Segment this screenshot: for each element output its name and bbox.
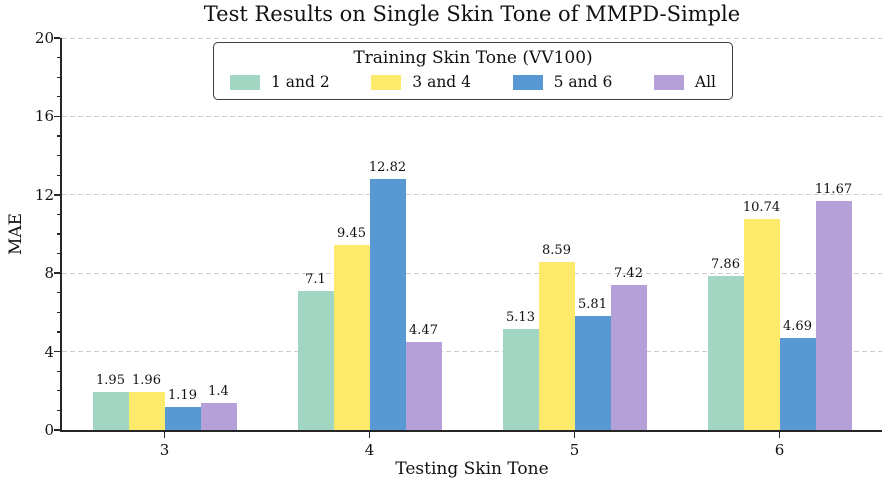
y-minor-tick (56, 331, 60, 333)
y-minor-tick (56, 252, 60, 255)
bar (200, 402, 237, 430)
y-minor-tick (56, 213, 60, 216)
bar (707, 275, 744, 430)
bar-value-label: 7.86 (711, 256, 740, 272)
x-axis-label: Testing Skin Tone (395, 459, 549, 479)
plot-area: 0 4 8 12 16 20 3 1.95 1.96 1.19 1.4 4 7.1 9.45 12.82 4.… (35, 29, 882, 459)
x-tick (368, 432, 371, 438)
bar (779, 338, 816, 430)
bar (610, 284, 647, 430)
legend-swatch (371, 74, 402, 90)
grid-line (62, 115, 882, 117)
y-minor-tick (56, 370, 60, 372)
legend-item-label: 5 and 6 (553, 73, 613, 91)
bar-value-label: 5.81 (578, 297, 607, 313)
bar-value-label: 1.19 (168, 387, 197, 403)
bar-value-label: 7.42 (614, 265, 643, 281)
bar-value-label: 1.96 (132, 372, 161, 388)
y-tick (54, 37, 60, 39)
bar-value-label: 9.45 (337, 225, 366, 241)
y-tick-label: 8 (44, 264, 54, 283)
bar-value-label: 12.82 (368, 159, 407, 175)
y-tick (54, 272, 60, 274)
legend-item-label: All (694, 73, 716, 91)
legend-swatch (653, 74, 684, 90)
legend-item-label: 3 and 4 (412, 73, 472, 91)
bar (815, 201, 852, 430)
bar-value-label: 8.59 (542, 242, 571, 258)
bar-value-label: 11.67 (814, 182, 853, 198)
y-minor-tick (56, 76, 60, 78)
legend: Training Skin Tone (VV100) 1 and 2 3 and … (213, 42, 733, 100)
bar-value-label: 7.1 (305, 271, 326, 287)
y-minor-tick (56, 311, 60, 314)
legend-item: All (653, 73, 716, 91)
y-minor-tick (56, 135, 60, 137)
legend-title: Training Skin Tone (VV100) (353, 48, 593, 68)
bar (297, 290, 334, 430)
bar-value-label: 4.69 (783, 319, 812, 335)
bar (538, 261, 575, 430)
bar (92, 391, 129, 430)
grid-line (62, 37, 882, 39)
x-tick-label: 4 (364, 441, 375, 459)
y-axis-spine (60, 38, 62, 432)
x-tick-label: 5 (569, 441, 580, 459)
y-tick (54, 350, 60, 353)
y-minor-tick (56, 174, 60, 176)
bar (574, 316, 611, 430)
chart-title: Test Results on Single Skin Tone of MMPD… (203, 2, 741, 26)
bar (128, 391, 165, 430)
x-tick-label: 3 (159, 441, 170, 459)
y-minor-tick (56, 154, 60, 157)
x-tick (163, 432, 166, 438)
bar (369, 178, 406, 430)
grid-line (62, 351, 882, 353)
bar-value-label: 1.4 (208, 383, 229, 399)
bar-value-label: 1.95 (96, 372, 125, 388)
y-tick-label: 20 (34, 29, 54, 47)
y-minor-tick (56, 96, 60, 98)
y-tick (54, 115, 60, 118)
legend-item-label: 1 and 2 (271, 73, 330, 91)
bar-value-label: 4.47 (409, 323, 438, 339)
x-axis-spine (60, 430, 882, 433)
y-minor-tick (56, 56, 60, 59)
y-tick-label: 16 (34, 107, 54, 126)
bar (502, 329, 539, 430)
legend-swatch (512, 74, 543, 90)
bar (333, 244, 370, 430)
legend-item: 3 and 4 (371, 73, 471, 91)
y-minor-tick (56, 409, 60, 412)
grid-line (62, 272, 882, 274)
x-tick (778, 432, 781, 438)
y-minor-tick (56, 390, 60, 392)
y-tick (54, 194, 60, 196)
y-minor-tick (56, 292, 60, 294)
y-tick-label: 0 (44, 421, 54, 439)
legend-swatch (230, 74, 260, 90)
y-tick-label: 4 (44, 342, 54, 361)
bar (405, 342, 442, 430)
bar (164, 406, 201, 430)
legend-items: 1 and 2 3 and 4 5 and 6 All (224, 73, 722, 91)
y-minor-tick (56, 233, 60, 235)
grid-line (62, 194, 882, 196)
y-tick (54, 429, 60, 431)
x-tick-label: 6 (774, 441, 785, 459)
x-tick (573, 432, 576, 438)
legend-item: 5 and 6 (512, 73, 613, 91)
legend-item: 1 and 2 (230, 73, 330, 91)
y-tick-label: 12 (34, 185, 54, 204)
y-axis-label: MAE (6, 212, 26, 256)
bar-value-label: 10.74 (742, 200, 781, 216)
bar-value-label: 5.13 (506, 310, 535, 326)
bar (743, 219, 780, 430)
